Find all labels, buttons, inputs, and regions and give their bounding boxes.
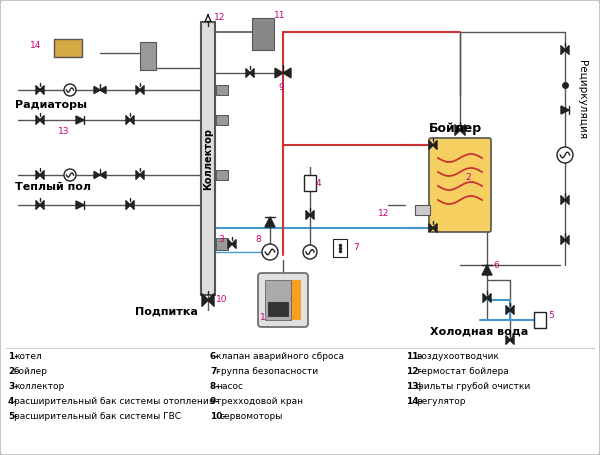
Text: 3-: 3-	[8, 382, 18, 391]
Bar	[54, 39, 82, 57]
Text: Рециркуляция: Рециркуляция	[577, 60, 587, 139]
Text: 9-: 9-	[210, 397, 220, 406]
Polygon shape	[40, 116, 44, 124]
Text: воздухоотводчик: воздухоотводчик	[416, 352, 499, 361]
Polygon shape	[265, 217, 275, 227]
Bar	[291, 280, 301, 320]
Bar	[304, 175, 316, 191]
Polygon shape	[76, 116, 84, 124]
Polygon shape	[94, 86, 100, 94]
Text: 11-: 11-	[406, 352, 422, 361]
Text: 3: 3	[218, 236, 224, 244]
Polygon shape	[487, 294, 491, 302]
Polygon shape	[455, 125, 460, 135]
Polygon shape	[565, 46, 569, 54]
Text: 8-: 8-	[210, 382, 220, 391]
Circle shape	[64, 169, 76, 181]
Polygon shape	[433, 224, 437, 232]
Polygon shape	[40, 86, 44, 94]
Text: 12: 12	[214, 14, 226, 22]
Polygon shape	[283, 68, 291, 78]
Polygon shape	[433, 141, 437, 149]
Polygon shape	[275, 68, 283, 78]
Polygon shape	[510, 306, 514, 314]
Circle shape	[557, 147, 573, 163]
Text: бойлер: бойлер	[14, 367, 48, 376]
Text: Бойлер: Бойлер	[428, 122, 482, 135]
Polygon shape	[460, 125, 465, 135]
Text: 10: 10	[216, 295, 227, 304]
Text: 10-: 10-	[210, 412, 226, 421]
Text: сервомоторы: сервомоторы	[220, 412, 283, 421]
Circle shape	[303, 245, 317, 259]
Text: расширительный бак системы отопления: расширительный бак системы отопления	[14, 397, 214, 406]
Bar	[216, 85, 228, 95]
Text: группа безопасности: группа безопасности	[216, 367, 318, 376]
Polygon shape	[208, 294, 214, 306]
Text: 13-: 13-	[406, 382, 422, 391]
Polygon shape	[228, 240, 232, 248]
Text: Подпитка: Подпитка	[135, 307, 198, 317]
Text: 6: 6	[493, 261, 499, 269]
Polygon shape	[232, 240, 236, 248]
Polygon shape	[482, 265, 492, 275]
Polygon shape	[561, 46, 565, 54]
Text: 4: 4	[316, 178, 322, 187]
Polygon shape	[483, 294, 487, 302]
Bar	[268, 302, 288, 316]
Text: Холодная вода: Холодная вода	[430, 327, 528, 337]
Text: Теплый пол: Теплый пол	[15, 182, 91, 192]
Text: 5-: 5-	[8, 412, 18, 421]
Polygon shape	[100, 86, 106, 94]
Polygon shape	[565, 236, 569, 244]
Bar	[216, 238, 228, 250]
Text: 1: 1	[260, 313, 266, 323]
Polygon shape	[100, 172, 106, 179]
Polygon shape	[306, 211, 310, 219]
Bar	[216, 115, 228, 125]
Bar	[216, 170, 228, 180]
Polygon shape	[565, 196, 569, 204]
Text: котел: котел	[14, 352, 42, 361]
Text: клапан аварийного сброса: клапан аварийного сброса	[216, 352, 344, 361]
Polygon shape	[36, 86, 40, 94]
Polygon shape	[140, 86, 144, 94]
Text: 9: 9	[278, 84, 284, 92]
Polygon shape	[136, 171, 140, 179]
Text: расширительный бак системы ГВС: расширительный бак системы ГВС	[14, 412, 181, 421]
Polygon shape	[94, 172, 100, 179]
Bar	[140, 42, 156, 70]
Polygon shape	[310, 211, 314, 219]
Polygon shape	[76, 201, 84, 209]
Polygon shape	[36, 171, 40, 179]
Polygon shape	[36, 201, 40, 209]
Text: насос: насос	[216, 382, 243, 391]
Text: 6-: 6-	[210, 352, 220, 361]
Text: 14: 14	[30, 41, 41, 51]
Polygon shape	[40, 201, 44, 209]
Text: регулятор: регулятор	[416, 397, 466, 406]
Polygon shape	[429, 224, 433, 232]
Polygon shape	[506, 306, 510, 314]
Polygon shape	[246, 69, 250, 77]
Text: 8: 8	[255, 236, 261, 244]
Polygon shape	[126, 201, 130, 209]
Polygon shape	[136, 86, 140, 94]
Text: 1-: 1-	[8, 352, 18, 361]
Text: 2: 2	[465, 172, 470, 182]
Text: Коллектор: Коллектор	[203, 127, 213, 189]
Polygon shape	[126, 116, 130, 124]
Bar	[534, 312, 546, 328]
Polygon shape	[202, 294, 208, 306]
Text: 11: 11	[274, 11, 286, 20]
Text: 12: 12	[378, 209, 389, 218]
Polygon shape	[429, 141, 433, 149]
Polygon shape	[250, 69, 254, 77]
Text: 4-: 4-	[8, 397, 18, 406]
Text: коллектор: коллектор	[14, 382, 64, 391]
Text: 7-: 7-	[210, 367, 220, 376]
Polygon shape	[561, 236, 565, 244]
Polygon shape	[506, 336, 510, 344]
Text: 5: 5	[548, 312, 554, 320]
